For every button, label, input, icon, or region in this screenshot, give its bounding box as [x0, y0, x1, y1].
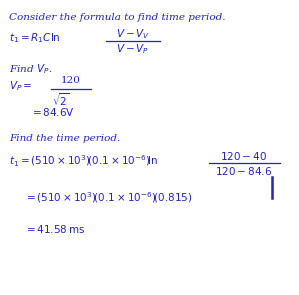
Text: Find the time period.: Find the time period. — [9, 134, 120, 143]
Text: $V-V_P$: $V-V_P$ — [116, 42, 150, 56]
Text: $= 84.6\mathrm{V}$: $= 84.6\mathrm{V}$ — [30, 106, 75, 118]
Text: Find $V_P$.: Find $V_P$. — [9, 62, 52, 76]
Text: Consider the formula to find time period.: Consider the formula to find time period… — [9, 13, 225, 22]
Text: $120-40$: $120-40$ — [220, 150, 267, 162]
Text: $t_1 = \left(510\times10^3\right)\!\left(0.1\times10^{-6}\right)\!\mathrm{ln}$: $t_1 = \left(510\times10^3\right)\!\left… — [9, 153, 158, 169]
Text: $= 41.58\,\mathrm{ms}$: $= 41.58\,\mathrm{ms}$ — [24, 223, 85, 235]
Text: $120-84.6$: $120-84.6$ — [215, 165, 272, 177]
Text: $V_P =$: $V_P =$ — [9, 80, 32, 94]
Text: $=\left(510\times10^3\right)\!\left(0.1\times10^{-6}\right)\!\left(0.815\right)$: $=\left(510\times10^3\right)\!\left(0.1\… — [24, 190, 192, 205]
Text: $t_1 = R_1C\ln$: $t_1 = R_1C\ln$ — [9, 31, 61, 45]
Text: $V-V_V$: $V-V_V$ — [116, 27, 150, 41]
Text: $\sqrt{2}$: $\sqrt{2}$ — [52, 91, 70, 108]
Text: 120: 120 — [60, 76, 80, 85]
